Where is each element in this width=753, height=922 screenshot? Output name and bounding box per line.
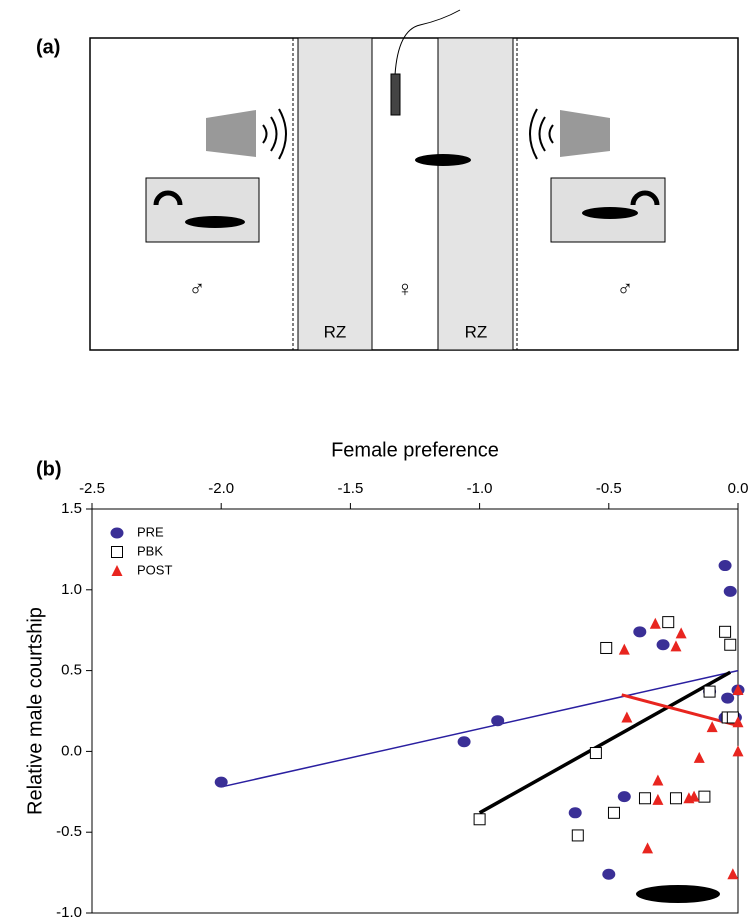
- x-tick-label: -2.0: [208, 480, 234, 497]
- x-tick-label: -0.5: [596, 480, 622, 497]
- point: [721, 692, 735, 704]
- point: [457, 736, 471, 748]
- male-box: [145, 177, 260, 243]
- point: [662, 616, 675, 629]
- y-tick-label: -0.5: [56, 823, 82, 840]
- point: [670, 640, 682, 652]
- point: [649, 617, 661, 629]
- point: [642, 842, 654, 854]
- point: [589, 747, 602, 760]
- point: [473, 813, 486, 826]
- point: [638, 792, 651, 805]
- y-tick-label: -1.0: [56, 904, 82, 921]
- y-tick-label: 0.0: [61, 742, 82, 759]
- point: [621, 711, 633, 723]
- point: [491, 715, 505, 727]
- speaker: [560, 110, 610, 157]
- point: [633, 626, 647, 638]
- female-symbol: ♀: [397, 276, 414, 301]
- plot-frame: [91, 508, 739, 914]
- point: [706, 721, 718, 733]
- point: [732, 683, 744, 695]
- model: [153, 190, 183, 206]
- point: [732, 745, 744, 757]
- fish: [582, 207, 638, 219]
- x-tick-label: -1.5: [337, 480, 363, 497]
- legend-marker: [110, 527, 124, 539]
- point: [724, 638, 737, 651]
- panel-label: (a): [36, 36, 60, 58]
- y-tick-label: 1.0: [61, 581, 82, 598]
- speaker: [206, 110, 256, 157]
- point: [607, 806, 620, 819]
- point: [727, 868, 739, 880]
- x-tick-label: -2.5: [79, 480, 105, 497]
- point: [732, 716, 744, 728]
- point: [723, 585, 737, 597]
- point: [719, 625, 732, 638]
- fish: [185, 216, 245, 228]
- fish: [415, 154, 471, 166]
- sound-waves: [262, 108, 554, 160]
- speaker-probe: [390, 73, 401, 116]
- zone-label: RZ: [324, 322, 347, 341]
- point: [617, 791, 631, 803]
- model: [630, 190, 660, 206]
- point: [703, 685, 716, 698]
- point: [688, 790, 700, 802]
- fit-line: [478, 670, 732, 815]
- male-symbol: ♂: [189, 276, 206, 301]
- fish: [636, 885, 720, 903]
- fit-line: [221, 669, 739, 788]
- legend-label: PRE: [137, 524, 164, 539]
- legend-label: POST: [137, 562, 172, 577]
- cable: [394, 9, 461, 76]
- y-tick-label: 1.5: [61, 500, 82, 517]
- point: [669, 792, 682, 805]
- x-axis-title: Female preference: [331, 439, 499, 461]
- point: [568, 807, 582, 819]
- fit-line: [621, 693, 739, 727]
- legend-label: PBK: [137, 543, 163, 558]
- point: [618, 643, 630, 655]
- legend-marker: [111, 565, 123, 576]
- reaction-zone: [297, 37, 373, 351]
- y-tick-label: 0.5: [61, 662, 82, 679]
- zone-label: RZ: [465, 322, 488, 341]
- point: [656, 639, 670, 651]
- point: [600, 641, 613, 654]
- point: [602, 868, 616, 880]
- point: [675, 627, 687, 639]
- male-symbol: ♂: [617, 276, 634, 301]
- point: [214, 776, 228, 788]
- point: [698, 790, 711, 803]
- point: [652, 774, 664, 786]
- point: [652, 793, 664, 805]
- point: [718, 560, 732, 572]
- point: [693, 751, 705, 763]
- panel-label: (b): [36, 458, 62, 480]
- point: [571, 829, 584, 842]
- x-tick-label: -1.0: [467, 480, 493, 497]
- y-axis-title: Relative male courtship: [24, 607, 46, 815]
- x-tick-label: 0.0: [728, 480, 749, 497]
- legend-marker: [111, 546, 123, 558]
- reaction-zone: [437, 37, 514, 351]
